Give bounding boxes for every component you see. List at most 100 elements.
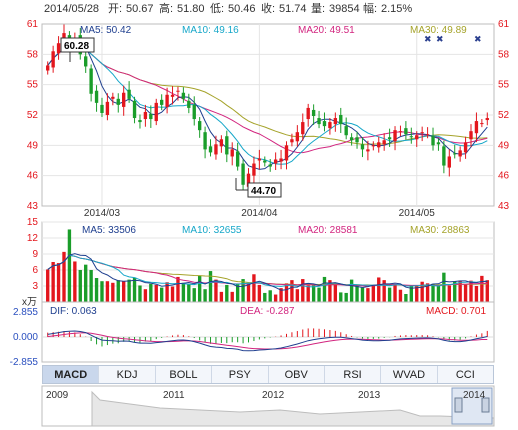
event-marker-icon[interactable]: ✖ xyxy=(424,34,432,44)
volume-bar xyxy=(328,280,332,302)
tab-obv[interactable]: OBV xyxy=(269,366,325,383)
navigator-year: 2012 xyxy=(262,390,285,401)
tab-boll[interactable]: BOLL xyxy=(156,366,213,383)
candle-body xyxy=(301,122,305,135)
navigator-right-handle[interactable] xyxy=(481,397,490,413)
candle-body xyxy=(100,104,104,113)
candle-body xyxy=(187,100,191,108)
candle-body xyxy=(56,43,61,54)
volume-bar xyxy=(295,289,300,302)
tab-kdj[interactable]: KDJ xyxy=(99,366,156,383)
candle-body xyxy=(453,153,457,155)
candle-body xyxy=(159,99,164,105)
volume-bar xyxy=(181,282,186,302)
volume-axis: 15 12 9 6 3 xyxy=(27,217,39,292)
candle-body xyxy=(339,115,343,125)
volume-bar xyxy=(127,279,131,302)
candle-body xyxy=(474,121,479,134)
volume-bar xyxy=(78,270,82,302)
max-price-label: 60.28 xyxy=(64,41,89,52)
volume-legend: MA5: 33506 MA10: 32655 MA20: 28581 MA30:… xyxy=(82,225,470,236)
navigator-year: 2013 xyxy=(358,390,381,401)
price-tick-right: 61 xyxy=(498,19,510,30)
volume-bars xyxy=(46,229,489,302)
volume-bar xyxy=(387,287,392,302)
candle-body xyxy=(284,145,289,161)
volume-bar xyxy=(154,284,158,302)
tab-psy[interactable]: PSY xyxy=(212,366,269,383)
volume-bar xyxy=(339,292,343,302)
event-marker-icon[interactable]: ✖ xyxy=(436,34,444,44)
candle-body xyxy=(127,89,131,99)
volume-bar xyxy=(333,282,338,302)
candle-body xyxy=(192,104,196,120)
volume-bar xyxy=(474,286,479,302)
candle-body xyxy=(295,132,300,142)
volume-bar xyxy=(214,279,218,302)
volume-bar xyxy=(94,278,99,302)
candle-body xyxy=(241,163,245,185)
volume-bar xyxy=(116,280,120,302)
header-low: 50.46 xyxy=(228,3,256,15)
candle-body xyxy=(105,101,110,115)
ma20-legend: MA20: 49.51 xyxy=(298,25,355,36)
navigator-area xyxy=(91,390,495,427)
volume-bar xyxy=(62,251,66,302)
candle-body xyxy=(46,65,50,71)
candle-body xyxy=(197,121,202,131)
volume-bar xyxy=(442,272,446,302)
ma10-legend: MA10: 49.16 xyxy=(182,25,239,36)
volume-bar xyxy=(458,280,462,302)
candle-body xyxy=(154,102,158,122)
volume-bar xyxy=(377,277,381,302)
max-annotation: 60.28 xyxy=(60,37,95,62)
volume-bar xyxy=(306,285,310,302)
dea-legend: DEA: -0.287 xyxy=(240,306,295,317)
candles xyxy=(46,24,489,194)
header-volume: 39854 xyxy=(329,3,360,15)
candle-body xyxy=(268,164,272,167)
volume-bar xyxy=(431,283,435,302)
volume-bar xyxy=(311,285,316,302)
volume-bar xyxy=(170,286,175,302)
candle-body xyxy=(116,98,120,105)
header-quote-line: 2014/05/28 开: 50.67 高: 51.80 低: 50.46 收:… xyxy=(44,1,412,15)
price-tick-right: 58 xyxy=(498,49,510,60)
volume-bar xyxy=(132,277,137,302)
volume-bar xyxy=(159,287,164,302)
candle-body xyxy=(371,145,376,147)
volume-bar xyxy=(225,284,229,302)
candle-body xyxy=(235,151,240,167)
candle-body xyxy=(463,142,468,153)
macd-lines xyxy=(47,330,488,352)
navigator-left-handle[interactable] xyxy=(454,397,463,413)
macd-panel xyxy=(41,301,495,363)
header-open-label: 开: xyxy=(108,3,122,15)
tab-rsi[interactable]: RSI xyxy=(325,366,382,383)
candle-body xyxy=(208,146,213,153)
header-open: 50.67 xyxy=(126,3,154,15)
tab-wvad[interactable]: WVAD xyxy=(381,366,438,383)
price-tick-left: 43 xyxy=(27,201,39,212)
candle-body xyxy=(436,142,441,145)
ma20-line xyxy=(47,44,488,154)
tab-cci[interactable]: CCI xyxy=(455,368,475,381)
candle-body xyxy=(377,142,381,148)
volume-bar xyxy=(187,283,191,302)
volume-bar xyxy=(382,280,386,302)
candle-body xyxy=(447,156,451,168)
tab-macd[interactable]: MACD xyxy=(43,366,100,383)
volume-bar xyxy=(111,282,115,302)
candle-body xyxy=(203,132,207,150)
candle-body xyxy=(219,139,224,147)
candle-body xyxy=(279,158,283,162)
candle-body xyxy=(442,146,446,166)
volume-bar xyxy=(105,281,110,302)
candle-body xyxy=(404,128,408,135)
volume-bar xyxy=(143,289,148,302)
event-marker-icon[interactable]: ✖ xyxy=(474,34,482,44)
volume-bar xyxy=(469,280,473,302)
date-tick: 2014/03 xyxy=(84,208,121,219)
price-tick-right: 52 xyxy=(498,110,510,121)
candle-body xyxy=(306,107,310,120)
